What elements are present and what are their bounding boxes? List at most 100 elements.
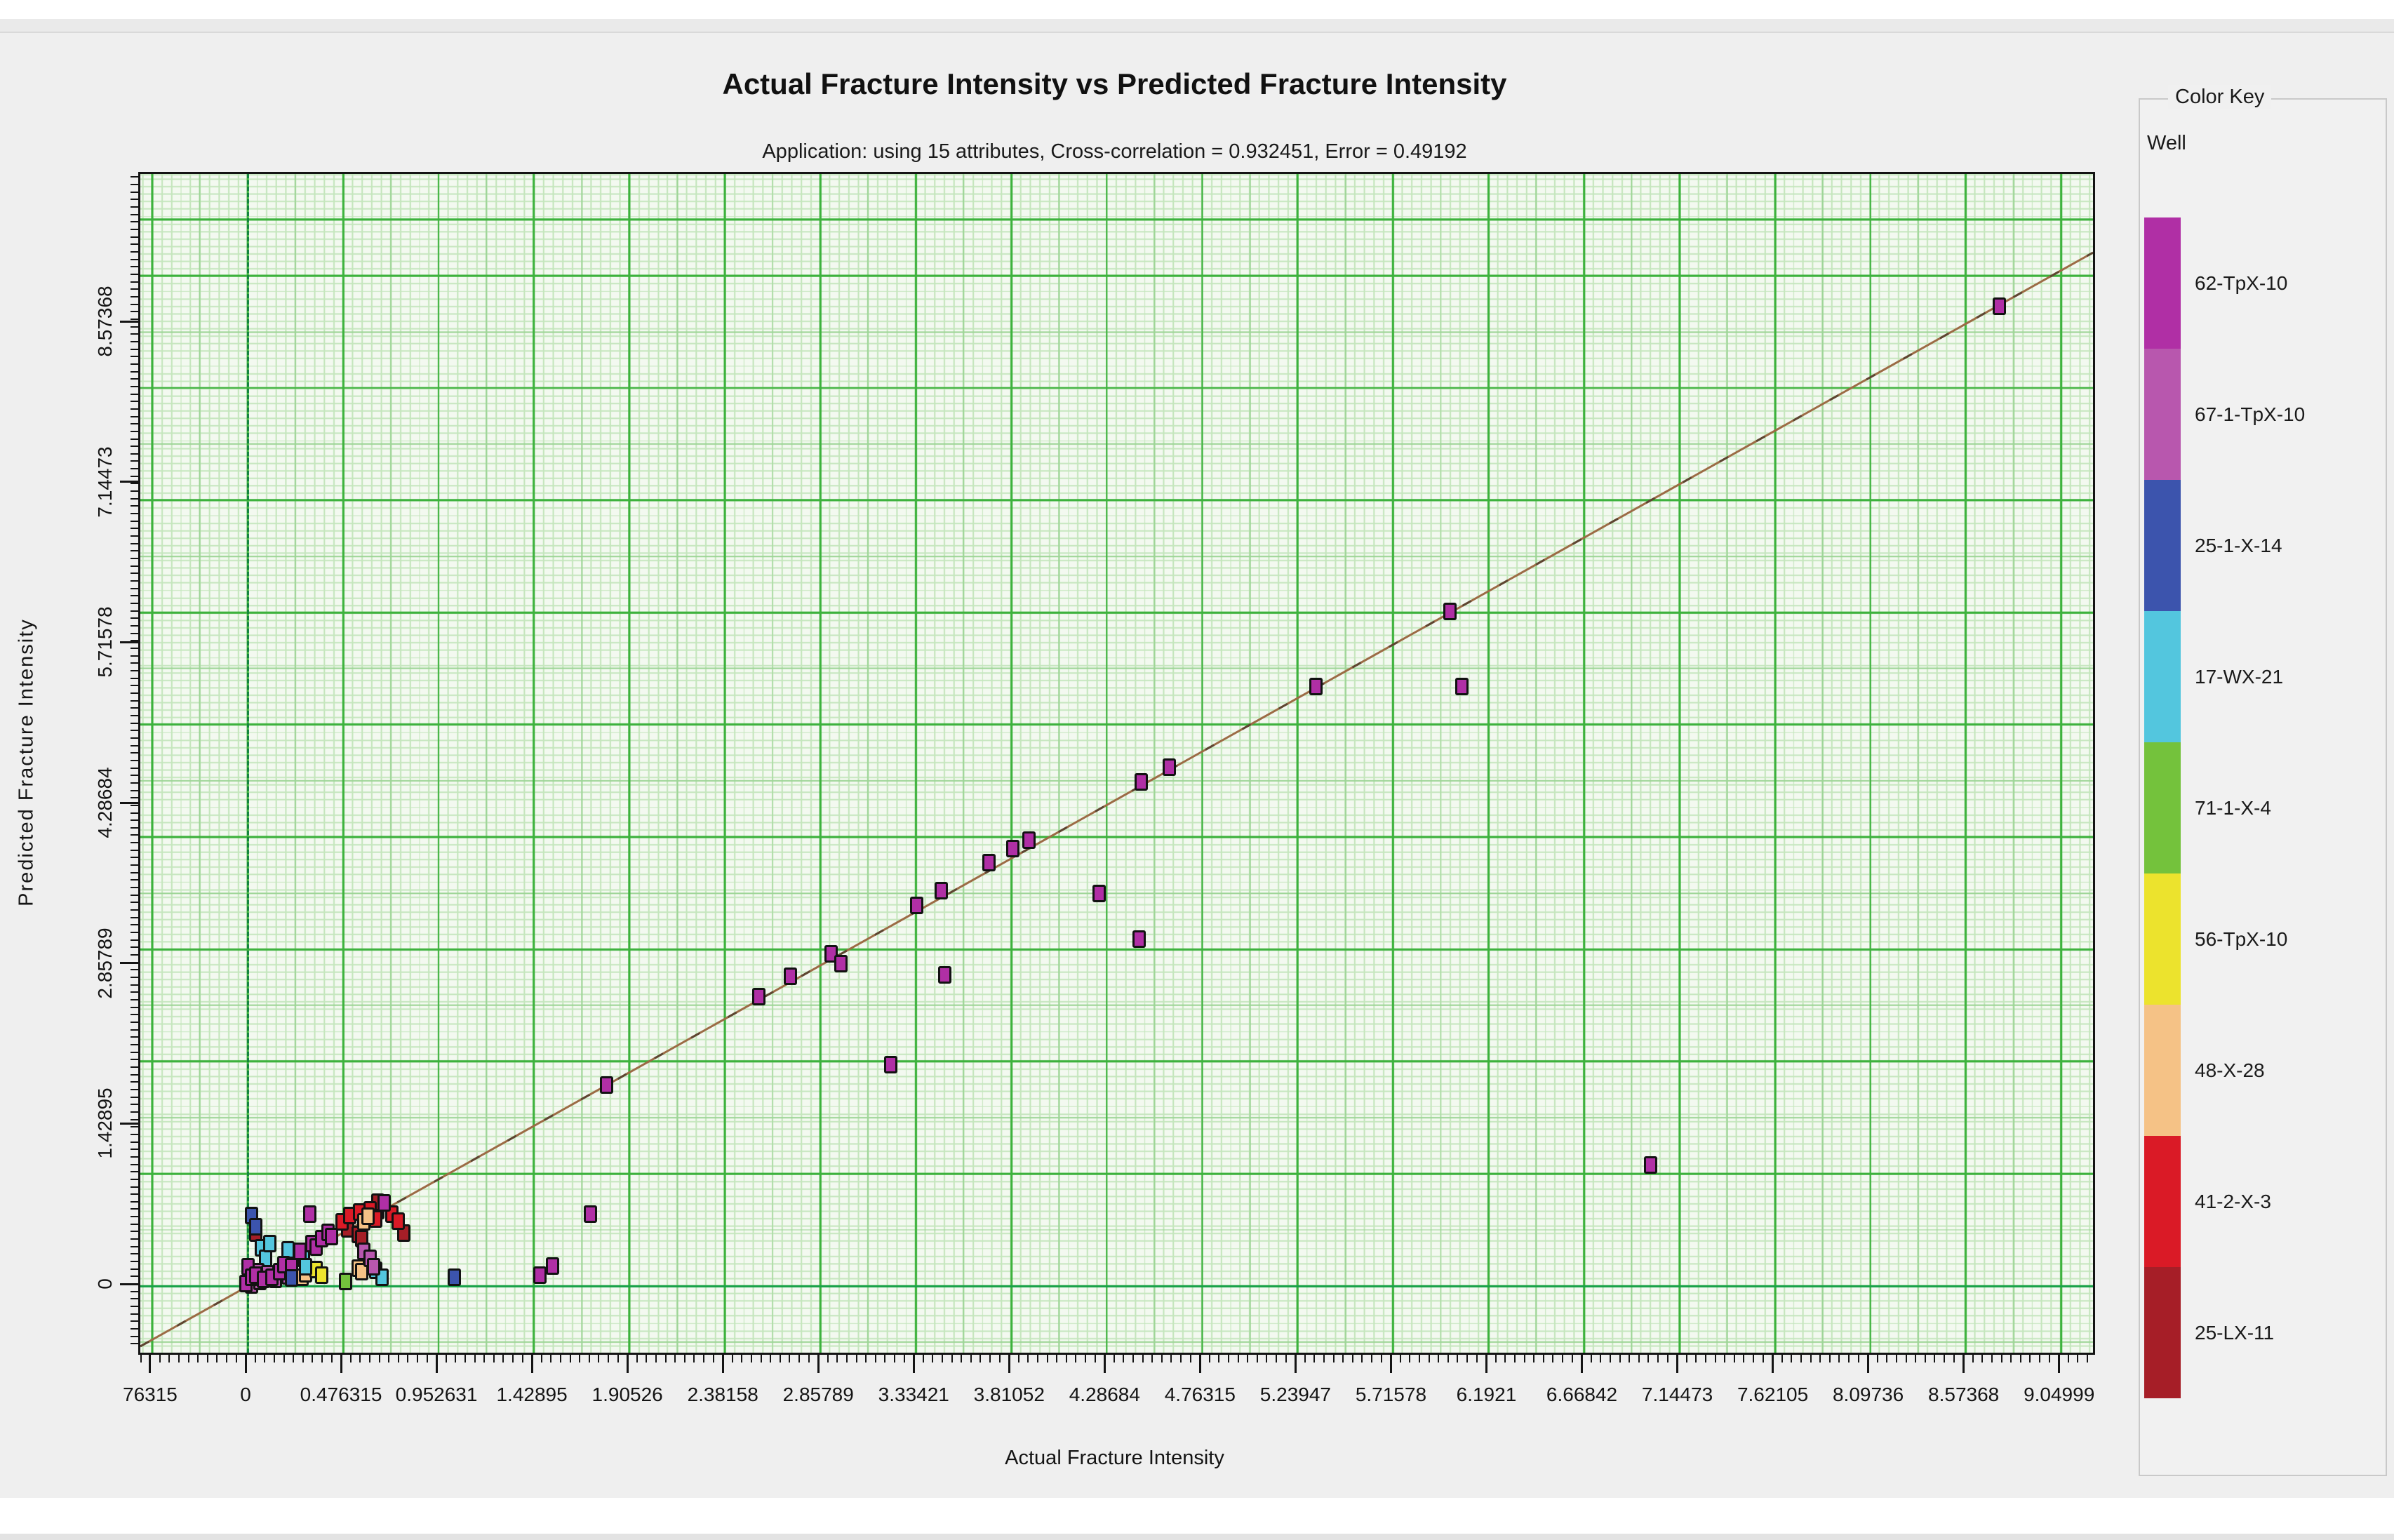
x-minor-tick [512, 1355, 514, 1362]
scatter-point-62-TpX-10[interactable] [293, 1242, 307, 1260]
scatter-point-62-TpX-10[interactable] [1992, 297, 2006, 315]
color-key-swatch-71-1-X-4[interactable] [2144, 742, 2181, 873]
scatter-point-62-TpX-10[interactable] [824, 944, 838, 963]
y-major-tick [120, 962, 138, 965]
x-minor-tick [664, 1355, 667, 1362]
x-minor-tick [636, 1355, 638, 1362]
color-key-swatch-17-WX-21[interactable] [2144, 611, 2181, 742]
scatter-point-25-1-X-14[interactable] [285, 1269, 299, 1287]
scatter-point-62-TpX-10[interactable] [834, 955, 848, 973]
color-key-swatch-56-TpX-10[interactable] [2144, 873, 2181, 1005]
y-minor-tick [131, 318, 138, 320]
x-minor-tick [874, 1355, 876, 1362]
y-minor-tick [131, 834, 138, 836]
scatter-point-25-1-X-14[interactable] [248, 1217, 262, 1236]
x-minor-tick [330, 1355, 333, 1362]
x-minor-tick [1180, 1355, 1182, 1362]
scatter-point-62-TpX-10[interactable] [1092, 884, 1106, 902]
y-minor-tick [131, 999, 138, 1000]
x-major-tick [149, 1355, 152, 1373]
y-minor-tick [131, 894, 138, 896]
x-minor-tick [1981, 1355, 1984, 1362]
scatter-point-67-1-TpX-10[interactable] [367, 1258, 381, 1276]
scatter-point-41-2-X-3[interactable] [391, 1212, 405, 1230]
scatter-point-62-TpX-10[interactable] [599, 1076, 613, 1094]
y-minor-tick [131, 789, 138, 791]
x-minor-tick [1189, 1355, 1191, 1362]
scatter-point-62-TpX-10[interactable] [784, 967, 798, 985]
scatter-point-56-TpX-10[interactable] [315, 1266, 329, 1284]
x-minor-tick [712, 1355, 714, 1362]
scatter-point-62-TpX-10[interactable] [1135, 773, 1149, 791]
scatter-point-62-TpX-10[interactable] [325, 1228, 339, 1246]
color-key-swatch-62-TpX-10[interactable] [2144, 217, 2181, 349]
x-minor-tick [1399, 1355, 1401, 1362]
y-minor-tick [131, 1328, 138, 1330]
x-minor-tick [608, 1355, 609, 1362]
chart-title: Actual Fracture Intensity vs Predicted F… [722, 67, 1507, 100]
color-key-swatch-67-1-TpX-10[interactable] [2144, 349, 2181, 480]
scatter-point-62-TpX-10[interactable] [303, 1205, 317, 1224]
x-minor-tick [540, 1355, 542, 1362]
color-key-swatch-48-X-28[interactable] [2144, 1005, 2181, 1136]
x-minor-tick [349, 1355, 352, 1362]
x-minor-tick [235, 1355, 237, 1362]
x-minor-tick [1208, 1355, 1210, 1362]
y-minor-tick [131, 1066, 138, 1068]
plot-area[interactable] [138, 172, 2095, 1355]
scatter-point-62-TpX-10[interactable] [1443, 602, 1457, 620]
color-key-swatch-25-LX-11[interactable] [2144, 1267, 2181, 1398]
x-minor-tick [1743, 1355, 1745, 1362]
scatter-point-71-1-X-4[interactable] [339, 1273, 353, 1291]
scatter-point-62-TpX-10[interactable] [1132, 930, 1146, 949]
scatter-point-62-TpX-10[interactable] [884, 1056, 898, 1074]
scatter-point-62-TpX-10[interactable] [1006, 839, 1020, 857]
color-key-swatch-41-2-X-3[interactable] [2144, 1136, 2181, 1267]
x-minor-tick [1380, 1355, 1382, 1362]
scatter-point-62-TpX-10[interactable] [533, 1266, 547, 1284]
y-minor-tick [131, 984, 138, 986]
scatter-point-17-WX-21[interactable] [299, 1258, 313, 1276]
y-minor-tick [131, 199, 138, 201]
y-minor-tick [131, 1006, 138, 1008]
y-minor-tick [131, 1245, 138, 1247]
x-minor-tick [283, 1355, 285, 1362]
scatter-point-62-TpX-10[interactable] [1309, 678, 1323, 696]
x-minor-tick [1657, 1355, 1659, 1362]
x-minor-tick [1170, 1355, 1172, 1362]
y-minor-tick [131, 954, 138, 956]
y-minor-tick [131, 423, 138, 425]
scatter-point-62-TpX-10[interactable] [377, 1194, 391, 1212]
scatter-point-17-WX-21[interactable] [262, 1234, 276, 1252]
scatter-point-62-TpX-10[interactable] [1163, 758, 1177, 777]
scatter-point-62-TpX-10[interactable] [910, 897, 924, 915]
scatter-point-62-TpX-10[interactable] [583, 1205, 597, 1224]
scatter-point-62-TpX-10[interactable] [751, 987, 765, 1005]
x-minor-tick [1562, 1355, 1563, 1362]
x-minor-tick [1523, 1355, 1525, 1362]
scatter-point-62-TpX-10[interactable] [545, 1257, 559, 1275]
y-minor-tick [131, 1088, 138, 1090]
x-minor-tick [1619, 1355, 1621, 1362]
x-axis-title: Actual Fracture Intensity [1005, 1447, 1224, 1469]
scatter-point-62-TpX-10[interactable] [1455, 678, 1469, 696]
x-minor-tick [1094, 1355, 1096, 1362]
scatter-point-48-X-28[interactable] [361, 1207, 375, 1226]
x-minor-tick [1944, 1355, 1945, 1362]
color-key-swatch-25-1-X-14[interactable] [2144, 480, 2181, 611]
identity-reference-line [140, 251, 2093, 1348]
y-minor-tick [131, 1193, 138, 1196]
scatter-point-62-TpX-10[interactable] [934, 882, 948, 900]
scatter-point-62-TpX-10[interactable] [1643, 1156, 1657, 1174]
scatter-point-62-TpX-10[interactable] [1022, 831, 1036, 850]
scatter-point-62-TpX-10[interactable] [982, 854, 996, 872]
scatter-point-62-TpX-10[interactable] [938, 966, 952, 984]
x-minor-tick [1714, 1355, 1716, 1362]
x-minor-tick [1313, 1355, 1316, 1362]
x-minor-tick [1457, 1355, 1459, 1362]
x-minor-tick [1276, 1355, 1277, 1362]
scatter-point-25-1-X-14[interactable] [447, 1268, 461, 1286]
y-minor-tick [131, 1238, 138, 1240]
y-minor-tick [131, 625, 138, 627]
x-minor-tick [1647, 1355, 1650, 1362]
